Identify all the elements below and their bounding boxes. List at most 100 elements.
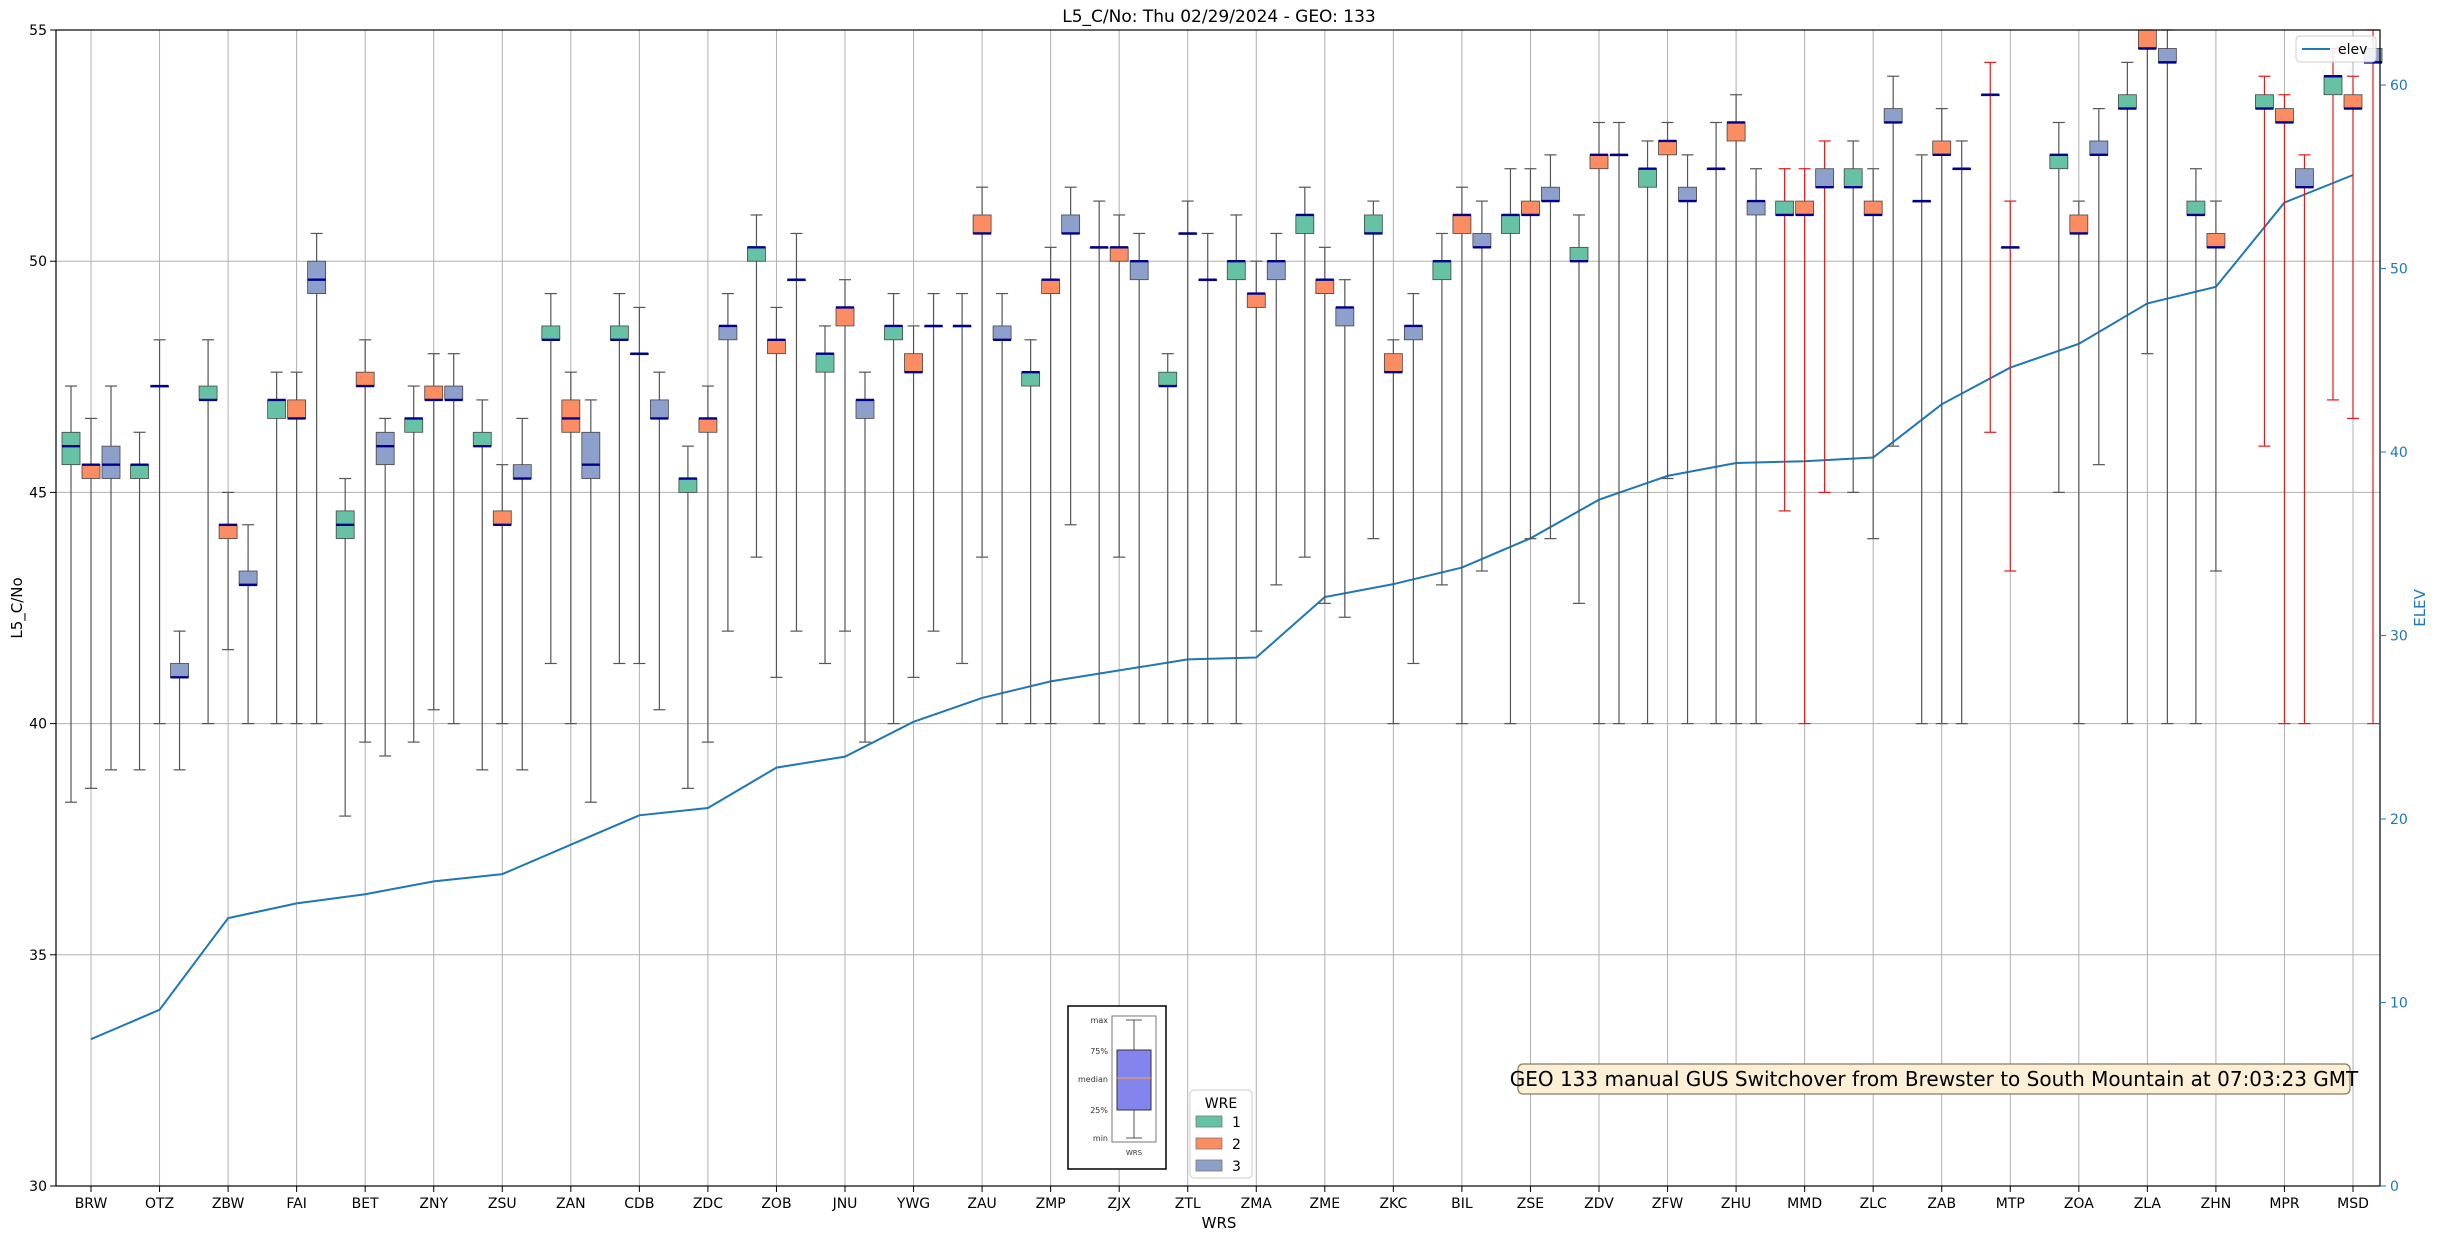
x-tick-label-otz: OTZ [145,1196,174,1212]
y-right-tick-label: 50 [2390,262,2408,278]
box-zkc-wre2 [1383,353,1403,373]
boxplot-key: max 75% median 25% min WRS [1067,1005,1167,1170]
boxplot-key-label-q1: 25% [1090,1106,1108,1115]
box-zoa-wre2 [2069,214,2089,234]
y-right-tick-label: 0 [2390,1179,2399,1195]
wre-legend-title: WRE [1205,1096,1237,1112]
y-right-tick-label: 20 [2390,812,2408,828]
box-bet-wre2 [355,371,375,387]
x-tick-label-msd: MSD [2337,1196,2369,1212]
box-layer [61,29,2383,817]
x-tick-label-zbw: ZBW [212,1196,245,1212]
x-tick-label-zab: ZAB [1927,1196,1956,1212]
grid-layer [56,29,2380,1187]
y-tick-label: 45 [29,485,47,501]
boxplot-key-label-max: max [1091,1016,1109,1025]
box-zme-wre3 [1335,307,1355,327]
wre-legend: WRE 1 2 3 [1189,1089,1253,1179]
box-msd-wre1 [2323,75,2343,96]
box-zdv-wre2 [1589,154,1609,170]
y-axis-title: L5_C/No [8,577,27,638]
box-zhu-wre2 [1726,122,1746,142]
box-jnu-wre1 [815,353,835,373]
box-zbw-wre2 [218,524,238,540]
x-tick-label-zny: ZNY [419,1196,448,1212]
box-zjx-wre2 [1109,246,1129,262]
x-tick-label-zlc: ZLC [1860,1196,1887,1212]
box-zdc-wre3 [718,325,738,341]
box-zab-wre2 [1932,140,1952,156]
box-zlc-wre3 [1883,108,1903,123]
box-zla-wre2 [2137,29,2157,49]
x-tick-label-zhn: ZHN [2201,1196,2232,1212]
elev-legend-frame [2295,35,2377,63]
box-otz-wre3 [170,663,189,678]
box-zau-wre3 [992,325,1012,341]
wre-legend-swatch-1 [1195,1115,1223,1128]
annotation-frame [1517,1063,2351,1095]
box-bil-wre2 [1452,214,1472,234]
x-tick-label-zme: ZME [1310,1196,1341,1212]
x-tick-label-bil: BIL [1451,1196,1473,1212]
x-tick-label-mpr: MPR [2269,1196,2300,1212]
elev-legend-label: elev [2338,42,2367,58]
box-zny-wre1 [404,418,424,433]
box-zau-wre2 [972,214,992,234]
box-zny-wre2 [424,385,444,401]
x-tick-label-ztl: ZTL [1175,1196,1201,1212]
box-jnu-wre2 [835,307,855,327]
x-tick-label-mtp: MTP [1996,1196,2025,1212]
box-brw-wre2 [81,464,101,479]
x-tick-label-zdc: ZDC [693,1196,723,1212]
y-right-tick-label: 60 [2390,78,2408,94]
boxplot-key-label-min: min [1093,1134,1108,1143]
box-mmd-wre1 [1775,200,1795,216]
box-ztl-wre1 [1158,371,1178,387]
wre-legend-label-2: 2 [1232,1137,1241,1153]
y-tick-label: 40 [29,717,47,733]
box-zbw-wre1 [198,385,218,401]
x-tick-label-bet: BET [352,1196,379,1212]
box-zob-wre2 [767,339,786,355]
box-fai-wre2 [287,399,307,419]
box-zan-wre2 [561,399,581,433]
x-tick-label-zfw: ZFW [1652,1196,1684,1212]
wre-legend-frame [1189,1089,1253,1179]
x-tick-label-zkc: ZKC [1379,1196,1407,1212]
box-bil-wre3 [1472,233,1492,248]
box-zkc-wre1 [1363,214,1383,234]
wre-legend-label-1: 1 [1232,1115,1241,1131]
box-zmp-wre3 [1061,214,1081,234]
x-tick-label-brw: BRW [75,1196,108,1212]
box-zhu-wre3 [1746,200,1766,216]
box-bet-wre3 [375,431,395,466]
y-tick-label: 35 [29,948,47,964]
plot-frame [55,29,2381,1187]
box-cdb-wre1 [609,325,629,341]
annotation-text: GEO 133 manual GUS Switchover from Brews… [1510,1067,2359,1091]
x-tick-label-cdb: CDB [624,1196,654,1212]
box-zme-wre2 [1315,279,1335,294]
wre-legend-swatch-3 [1195,1159,1223,1172]
x-tick-label-zhu: ZHU [1721,1196,1751,1212]
box-zse-wre1 [1501,214,1520,234]
box-zlc-wre2 [1863,200,1883,216]
box-fai-wre1 [267,399,287,419]
x-tick-label-zau: ZAU [967,1196,996,1212]
box-zjx-wre3 [1129,260,1149,281]
x-tick-label-zdv: ZDV [1584,1196,1614,1212]
box-zsu-wre3 [512,464,532,479]
box-bil-wre1 [1432,260,1452,281]
box-zoa-wre3 [2089,140,2109,156]
y-axis-right-title: ELEV [2411,588,2429,626]
box-zhn-wre2 [2206,233,2226,248]
boxplot-key-label-q3: 75% [1090,1047,1108,1056]
box-zdc-wre1 [678,478,698,493]
x-tick-label-mmd: MMD [1787,1196,1822,1212]
box-zla-wre1 [2117,94,2137,110]
wre-legend-label-3: 3 [1232,1159,1241,1175]
elev-layer [90,174,2354,1041]
axis-layer: 30 35 40 45 50 55 0 10 20 30 40 50 60 BRW OTZ ZBW FAI BET… [29,23,2408,1212]
x-tick-label-zjx: ZJX [1108,1196,1132,1212]
